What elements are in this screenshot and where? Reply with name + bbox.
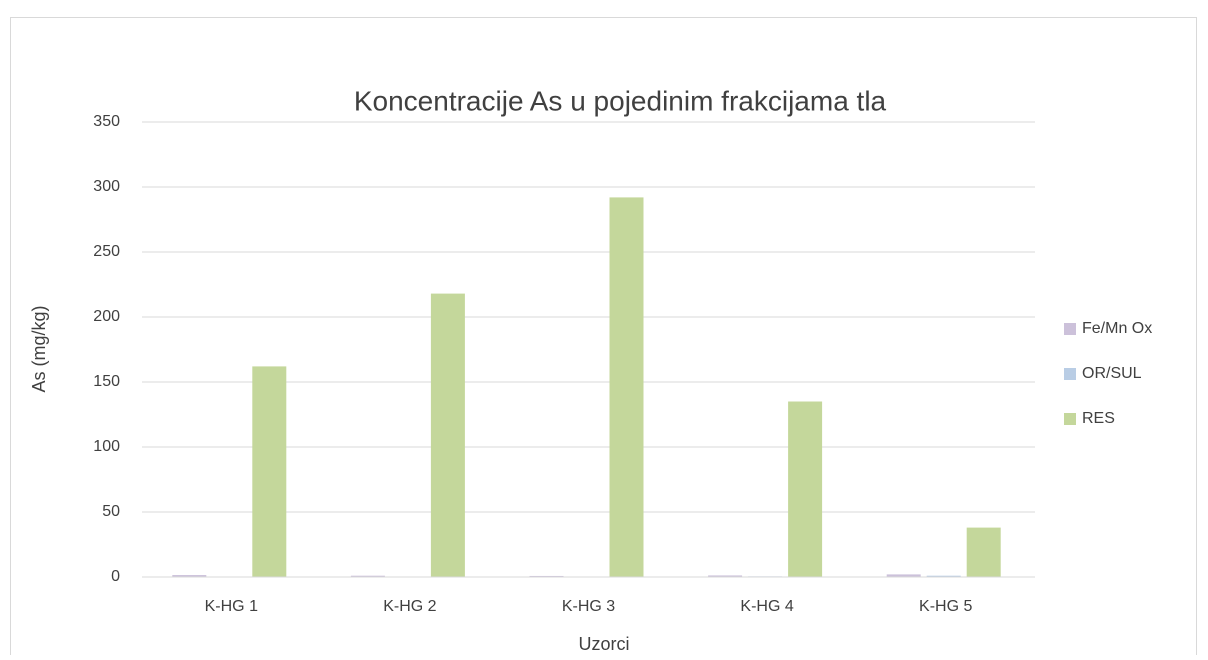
chart-title: Koncentracije As u pojedinim frakcijama …	[354, 85, 887, 116]
y-axis-label: As (mg/kg)	[29, 305, 49, 392]
legend-label: Fe/Mn Ox	[1082, 320, 1152, 337]
y-tick-label: 200	[93, 308, 120, 325]
legend-label: RES	[1082, 410, 1115, 427]
y-tick-label: 50	[102, 503, 120, 520]
bar	[252, 366, 286, 577]
legend-swatch	[1064, 368, 1076, 380]
y-tick-label: 100	[93, 438, 120, 455]
x-tick-label: K-HG 5	[919, 598, 972, 615]
y-tick-label: 300	[93, 178, 120, 195]
bar	[610, 197, 644, 577]
legend-swatch	[1064, 323, 1076, 335]
x-tick-label: K-HG 3	[562, 598, 615, 615]
x-tick-label: K-HG 1	[205, 598, 258, 615]
y-tick-label: 250	[93, 243, 120, 260]
legend-label: OR/SUL	[1082, 365, 1142, 382]
bar	[967, 528, 1001, 577]
y-tick-label: 350	[93, 113, 120, 130]
x-tick-label: K-HG 4	[740, 598, 793, 615]
y-tick-label: 0	[111, 568, 120, 585]
bar	[788, 402, 822, 578]
bar	[431, 294, 465, 577]
x-tick-label: K-HG 2	[383, 598, 436, 615]
y-tick-label: 150	[93, 373, 120, 390]
x-axis-label: Uzorci	[578, 634, 629, 654]
legend-swatch	[1064, 413, 1076, 425]
